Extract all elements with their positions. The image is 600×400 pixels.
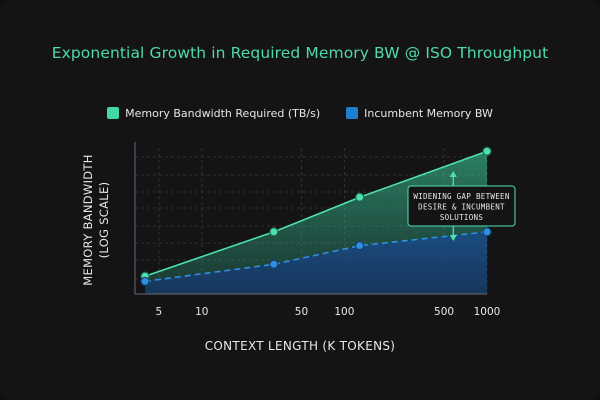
x-tick-label-4: 500 <box>434 306 454 318</box>
annotation-text-line-2: SOLUTIONS <box>440 213 484 222</box>
legend-swatch-required <box>107 107 120 119</box>
point-incumbent-1 <box>269 259 279 269</box>
point-incumbent-0 <box>140 276 150 286</box>
area-incumbent <box>145 231 487 294</box>
point-required-2 <box>355 192 365 202</box>
legend-swatch-incumbent <box>346 107 359 119</box>
annotation-text-line-0: WIDENING GAP BETWEEN <box>413 192 509 201</box>
area-gap-required <box>145 151 487 282</box>
x-tick-label-3: 100 <box>334 306 354 318</box>
legend-item-incumbent: Incumbent Memory BW <box>346 107 493 120</box>
legend-label-required: Memory Bandwidth Required (TB/s) <box>125 106 321 120</box>
x-tick-label-5: 1000 <box>474 306 501 318</box>
legend: Memory Bandwidth Required (TB/s) Incumbe… <box>0 104 600 122</box>
x-tick-label-2: 50 <box>295 306 308 318</box>
gap-arrow-head-up <box>449 171 457 177</box>
x-tick-label-1: 10 <box>195 306 208 318</box>
annotation-box <box>407 185 516 227</box>
point-incumbent-2 <box>355 241 365 251</box>
chart-title: Exponential Growth in Required Memory BW… <box>51 44 549 62</box>
legend-item-required: Memory Bandwidth Required (TB/s) <box>107 107 320 120</box>
series-line-required <box>144 150 488 278</box>
series-line-incumbent <box>144 231 488 283</box>
point-required-1 <box>269 227 279 237</box>
point-incumbent-3 <box>482 227 492 237</box>
x-axis-label: CONTEXT LENGTH (K TOKENS) <box>204 339 396 353</box>
gap-arrow-head-down <box>449 235 457 241</box>
annotation-text-line-1: DESIRE & INCUMBENT <box>418 203 505 212</box>
x-tick-label-0: 5 <box>156 306 163 318</box>
point-required-3 <box>482 146 492 156</box>
legend-label-incumbent: Incumbent Memory BW <box>364 106 493 120</box>
